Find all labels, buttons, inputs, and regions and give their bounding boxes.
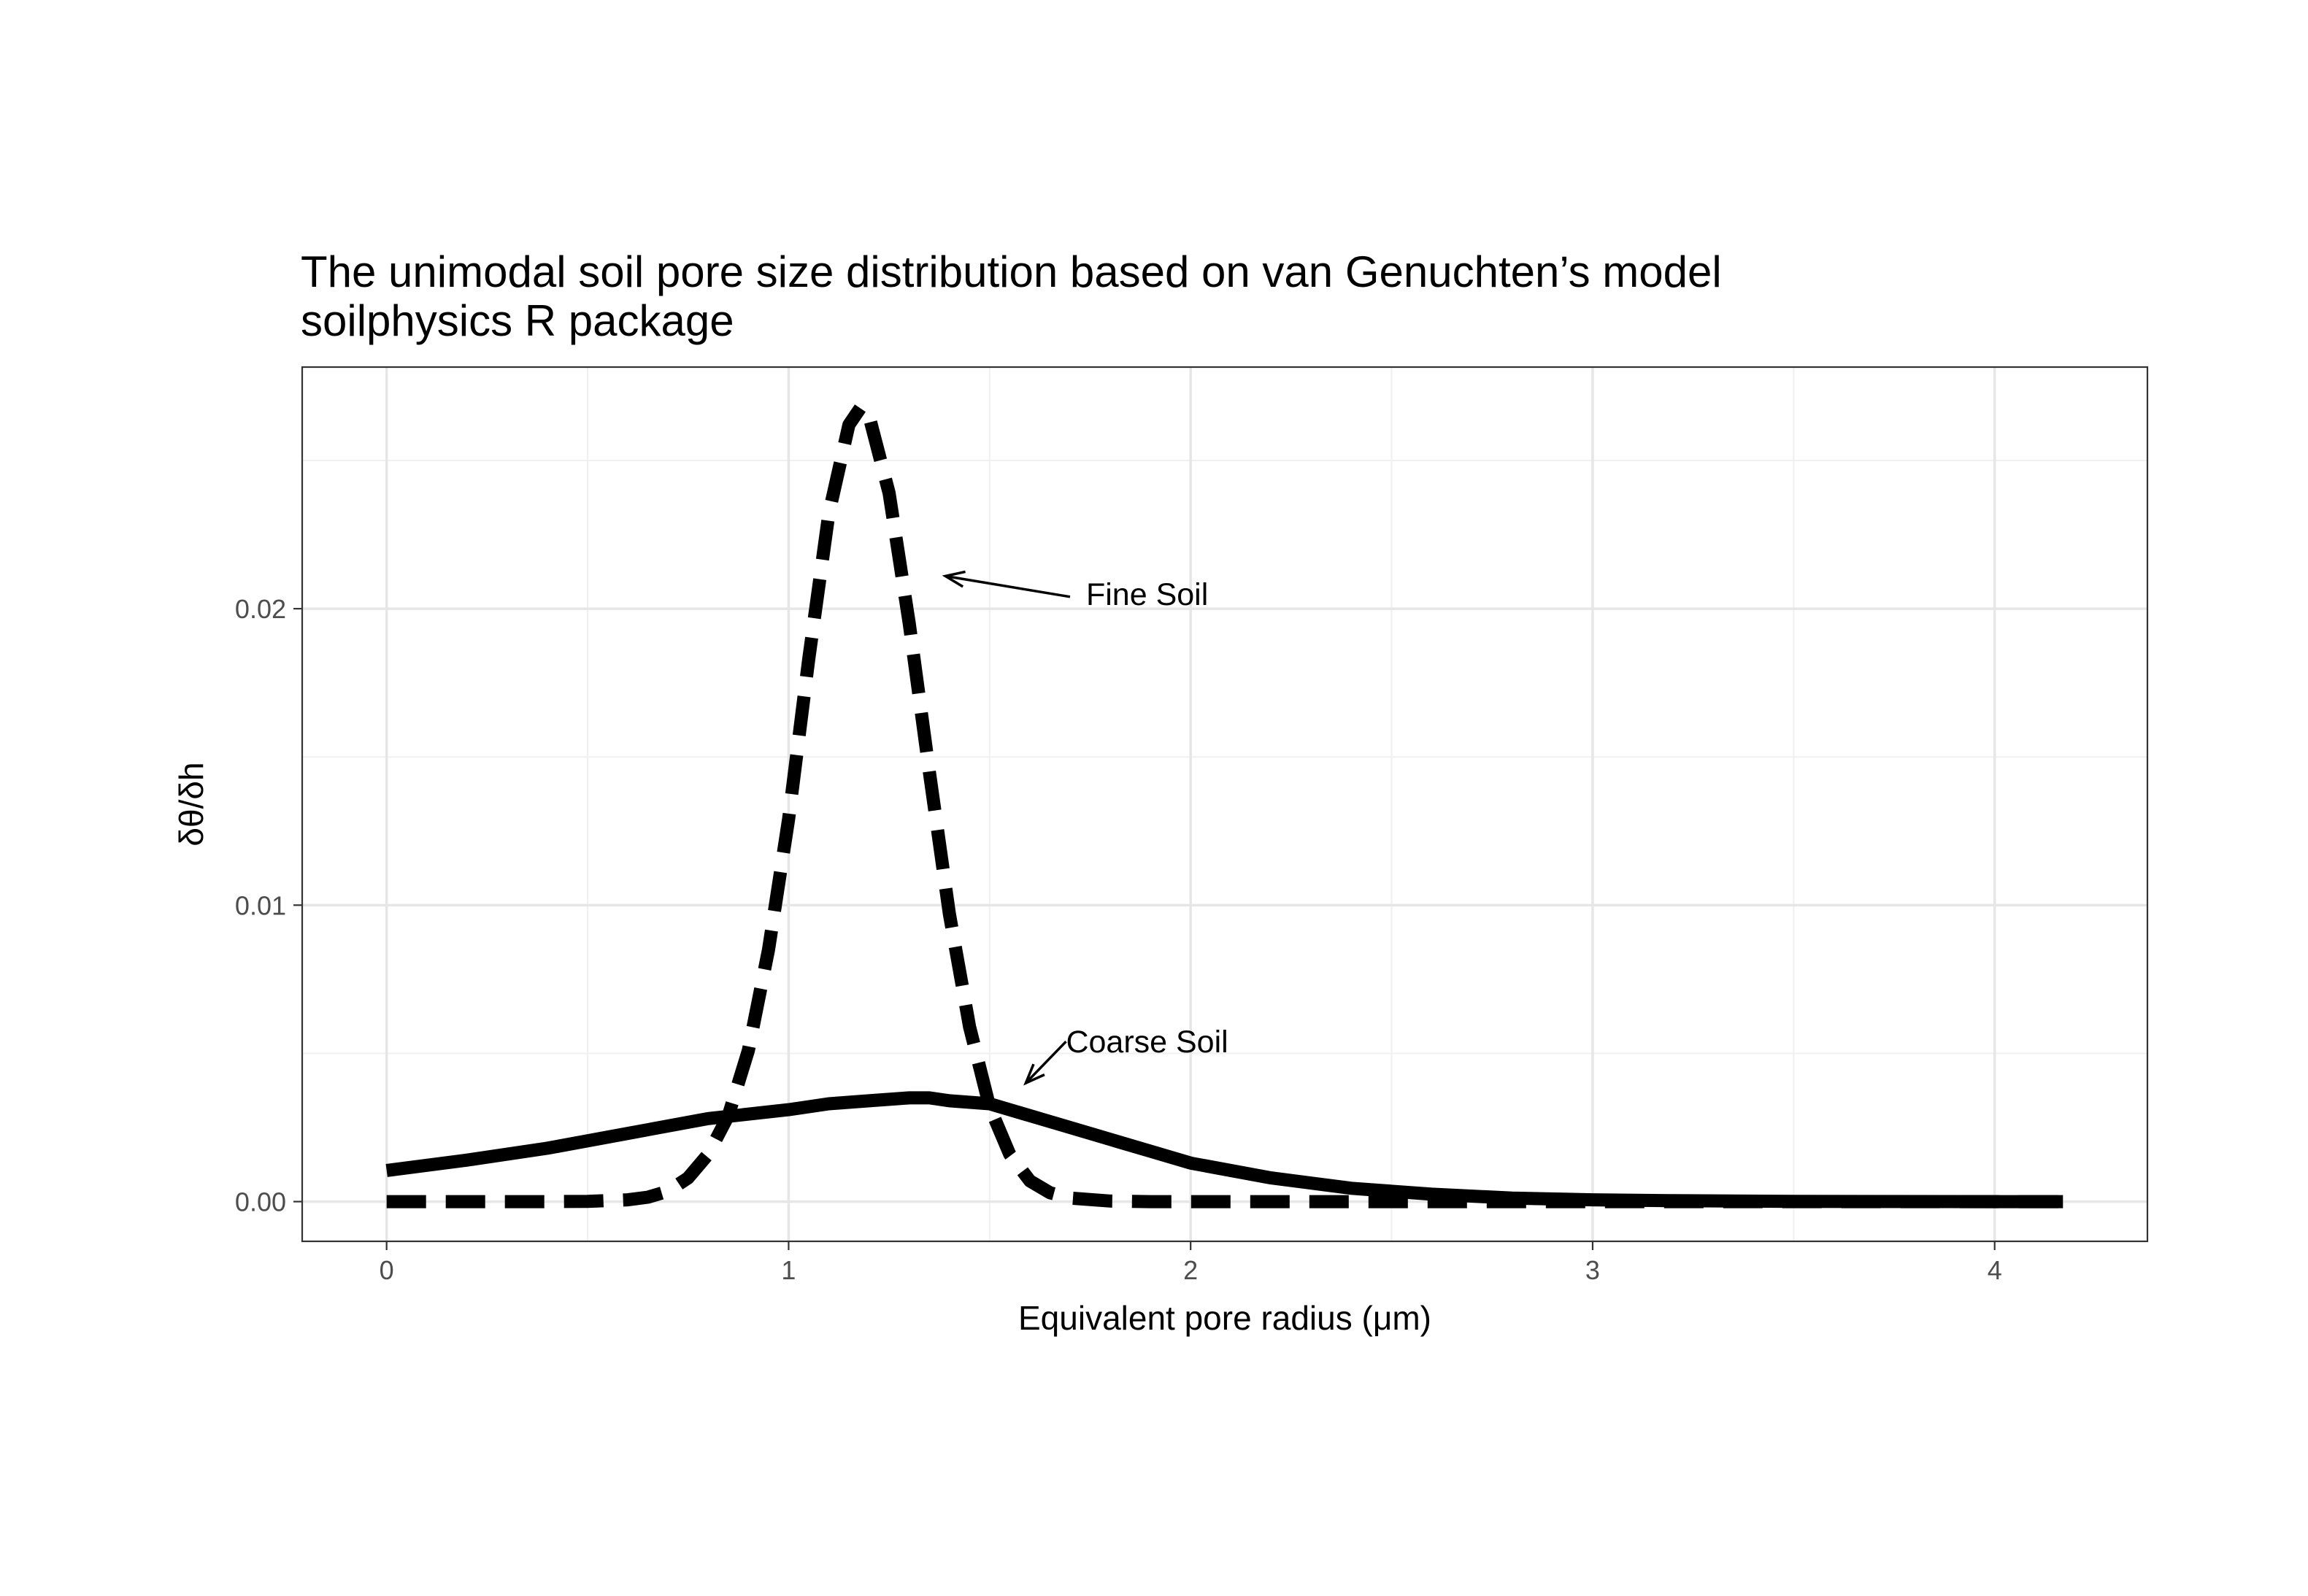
annotation-arrow-head <box>942 570 966 588</box>
x-tick-label: 2 <box>1183 1255 1198 1285</box>
series-group <box>385 400 2063 1208</box>
x-axis-title: Equivalent pore radius (μm) <box>1018 1299 1431 1337</box>
plot-border <box>301 366 2149 1243</box>
annotations: Fine Soil Coarse Soil <box>942 570 1228 1086</box>
y-tick-label: 0.00 <box>235 1187 286 1217</box>
y-axis-title: δθ/δh <box>172 762 210 846</box>
series-line-dashed <box>386 400 2063 1208</box>
annotation-label: Coarse Soil <box>1066 1025 1228 1060</box>
series-line-solid <box>385 1091 2063 1208</box>
chart-title: The unimodal soil pore size distribution… <box>301 247 1722 296</box>
annotation-arrow-line <box>945 574 1071 598</box>
chart-subtitle: soilphysics R package <box>301 296 734 345</box>
annotation-label: Fine Soil <box>1086 577 1208 612</box>
y-tick-label: 0.01 <box>235 890 286 920</box>
annotation-arrow-head <box>1023 1063 1045 1086</box>
x-tick-label: 0 <box>380 1255 394 1285</box>
x-tick-label: 4 <box>1988 1255 2002 1285</box>
plot-panel <box>302 367 2147 1241</box>
y-tick-label: 0.02 <box>235 594 286 624</box>
axes: 0 1 2 3 4 0.00 0.01 0.02 <box>235 594 2002 1285</box>
x-tick-label: 3 <box>1585 1255 1600 1285</box>
annotation-arrow-line <box>1025 1040 1067 1084</box>
x-tick-label: 1 <box>781 1255 796 1285</box>
